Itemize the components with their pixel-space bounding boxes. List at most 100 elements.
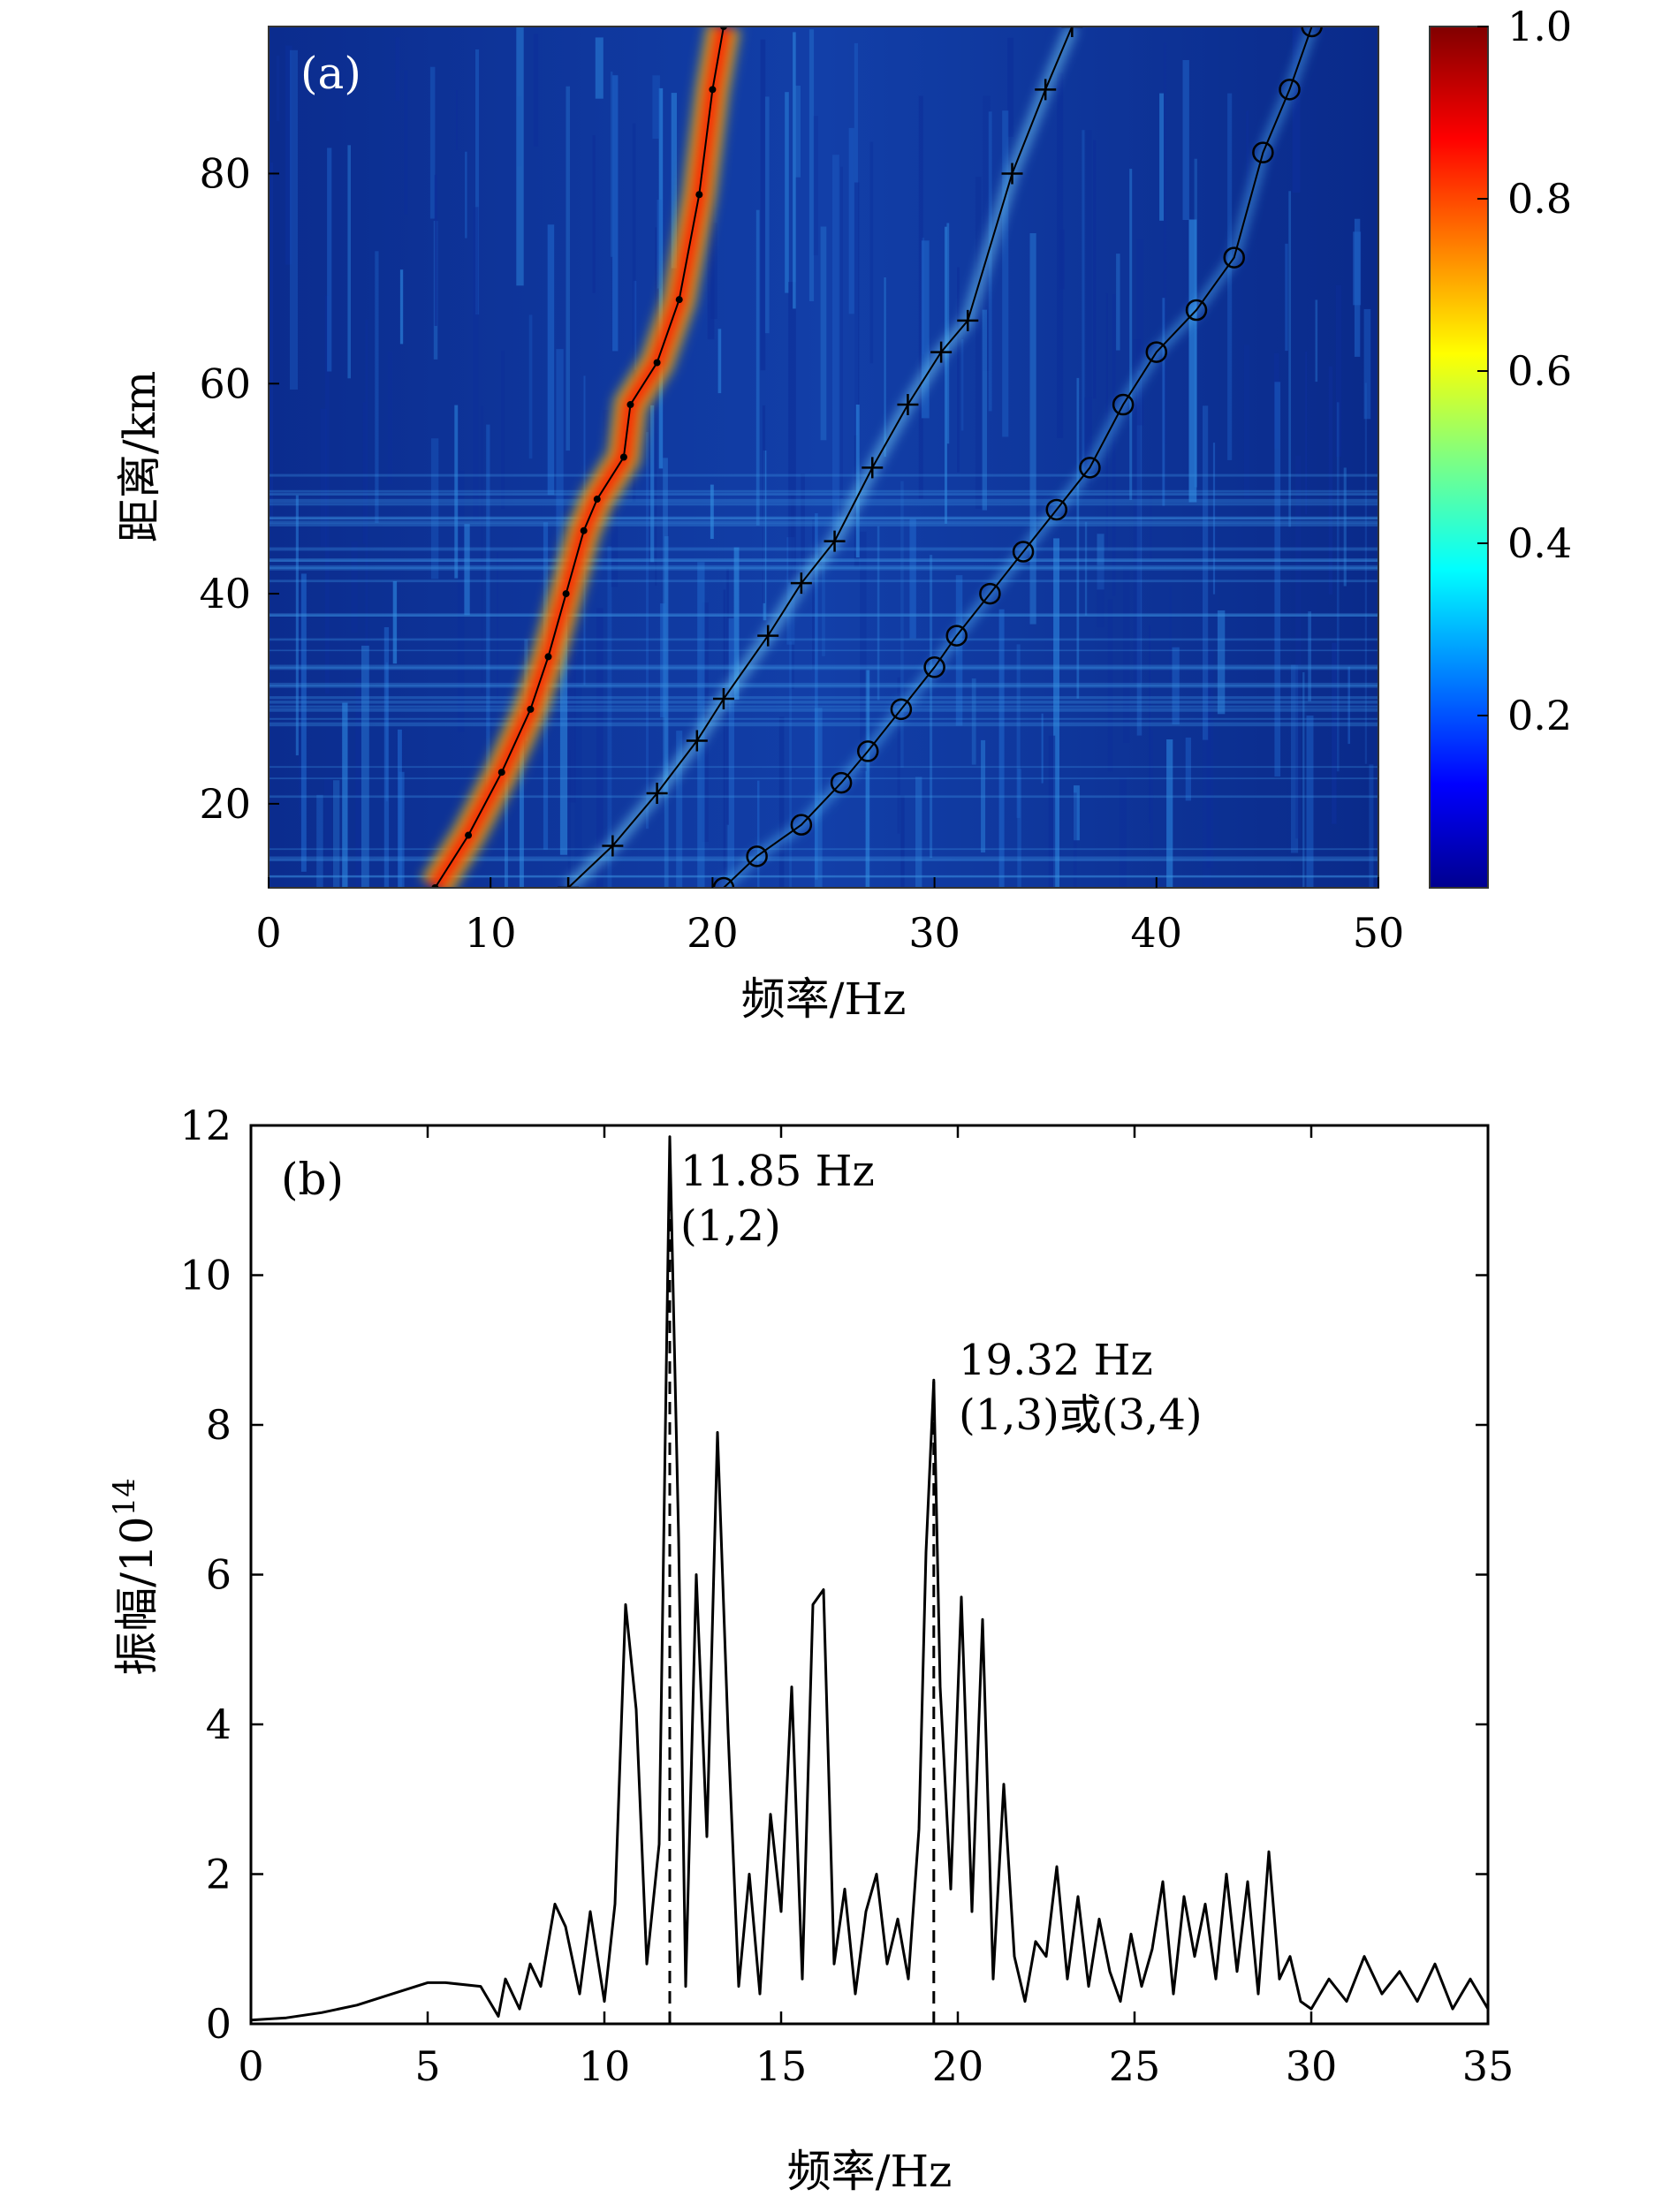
line-x-tick-label: 10 [579, 2042, 631, 2090]
heatmap-texture-stripe [822, 547, 825, 656]
heatmap-texture-stripe [547, 224, 555, 496]
line-plot-frame [249, 1124, 1490, 2026]
heatmap-frame [268, 26, 1379, 889]
heatmap-texture-stripe [915, 776, 922, 888]
heatmap-texture-stripe [285, 45, 292, 265]
line-y-axis-title: 振幅/1014 [107, 1478, 163, 1676]
colorbar-tick-label: 0.4 [1507, 519, 1572, 567]
heatmap-texture-stripe [481, 405, 483, 693]
heatmap-texture-stripe [854, 182, 860, 567]
heatmap-texture-stripe [789, 641, 793, 888]
line-y-tick-label: 2 [206, 1851, 232, 1898]
heatmap-texture-stripe [612, 75, 619, 352]
heatmap-texture-stripe [884, 277, 886, 457]
heatmap-texture-stripe [897, 677, 900, 834]
heatmap-point-circle [790, 814, 813, 836]
heatmap-texture-stripe [333, 780, 340, 888]
heatmap-texture-stripe [325, 295, 330, 694]
heatmap-point-dot [593, 496, 601, 504]
heatmap-texture-stripe [392, 580, 398, 664]
heatmap-texture-band [269, 492, 1378, 495]
heatmap-texture-stripe [290, 49, 298, 390]
heatmap-point-dot [465, 831, 473, 839]
line-y-tick-label: 12 [179, 1102, 232, 1149]
heatmap-texture-stripe [1315, 299, 1318, 383]
heatmap-point-plus [930, 341, 953, 363]
heatmap-texture-stripe [1150, 730, 1154, 853]
heatmap-texture-stripe [1206, 648, 1214, 868]
heatmap-texture-stripe [1227, 93, 1233, 460]
panel-b-tag: (b) [281, 1154, 344, 1205]
heatmap-texture-stripe [1243, 345, 1249, 499]
heatmap-texture-stripe [404, 70, 408, 215]
heatmap-texture-stripe [347, 145, 351, 379]
heatmap-texture-band [269, 696, 1378, 700]
line-y-tick-label: 6 [206, 1551, 232, 1599]
heatmap-texture-band [269, 649, 1378, 652]
heatmap-point-plus [558, 877, 580, 888]
line-x-tick-label: 30 [1286, 2042, 1338, 2090]
heatmap-point-plus [1061, 27, 1083, 37]
heatmap-texture-band [269, 856, 1378, 860]
heatmap-texture-stripe [946, 223, 950, 444]
heatmap-texture-band [269, 875, 1378, 878]
line-x-tick-label: 15 [755, 2042, 808, 2090]
heatmap-texture-stripe [516, 27, 524, 286]
heatmap-texture-stripe [592, 135, 596, 293]
heatmap-texture-band [269, 664, 1378, 669]
heatmap-point-plus [712, 687, 734, 709]
heatmap-point-circle [923, 656, 945, 678]
heatmap-texture-stripe [1185, 737, 1191, 801]
heatmap-texture-stripe [361, 645, 369, 888]
heatmap-texture-stripe [1097, 564, 1104, 628]
heatmap-texture-stripe [658, 87, 664, 469]
heatmap-texture-stripe [1129, 169, 1133, 500]
heatmap-texture-stripe [1162, 298, 1165, 506]
heatmap-x-tick-label: 20 [687, 909, 739, 957]
heatmap-texture-stripe [918, 95, 923, 499]
heatmap-texture-stripe [1164, 42, 1166, 444]
heatmap-texture-stripe [1194, 158, 1197, 488]
heatmap-y-tick-label: 40 [199, 570, 251, 617]
heatmap-texture-stripe [795, 85, 801, 178]
heatmap-texture-stripe [270, 163, 274, 524]
heatmap-texture-stripe [1274, 382, 1281, 777]
heatmap-x-axis-title: 频率/Hz [741, 973, 907, 1025]
heatmap-point-dot [562, 590, 570, 598]
heatmap-texture-stripe [663, 458, 668, 796]
heatmap-point-dot [580, 526, 588, 534]
heatmap-y-tick-label: 20 [199, 780, 251, 828]
heatmap-texture-stripe [1292, 27, 1301, 193]
heatmap-texture-stripe [399, 269, 404, 345]
heatmap-point-circle [856, 740, 879, 762]
colorbar-tick-label: 1.0 [1507, 3, 1572, 50]
heatmap-texture-stripe [1105, 292, 1108, 551]
heatmap-texture-stripe [387, 352, 392, 484]
heatmap-texture-stripe [457, 470, 465, 732]
heatmap-texture-stripe [595, 37, 603, 99]
heatmap-texture-stripe [760, 39, 766, 371]
heatmap-texture-band [269, 766, 1378, 769]
heatmap-texture-stripe [1093, 140, 1097, 399]
heatmap-texture-stripe [971, 678, 976, 765]
heatmap-point-circle [1185, 299, 1208, 322]
heatmap-texture-stripe [788, 282, 796, 583]
heatmap-texture-stripe [1116, 254, 1120, 351]
heatmap-texture-stripe [945, 226, 947, 524]
colorbar-ticks: 0.2 0.4 0.6 0.8 1.0 [1477, 3, 1572, 739]
peak-annotation-mode: (1,2) [680, 1201, 781, 1251]
heatmap-texture-stripe [930, 555, 933, 858]
heatmap-texture-stripe [1059, 229, 1065, 290]
colorbar-tick-label: 0.6 [1507, 347, 1572, 395]
heatmap-texture-stripe [813, 116, 818, 255]
line-plot-axes: 0 5 10 15 20 25 30 35 0 2 4 6 8 10 12 [179, 1102, 1514, 2090]
heatmap-texture-stripe [820, 226, 827, 441]
heatmap-texture-stripe [1343, 467, 1347, 587]
heatmap-texture-stripe [707, 164, 715, 340]
heatmap-texture-stripe [567, 531, 576, 803]
heatmap-plot-area [269, 27, 1378, 888]
colorbar-gradient [1430, 27, 1488, 888]
heatmap-texture-stripe [860, 531, 867, 771]
heatmap-texture-stripe [1107, 599, 1113, 772]
heatmap-texture-stripe [1133, 339, 1141, 684]
